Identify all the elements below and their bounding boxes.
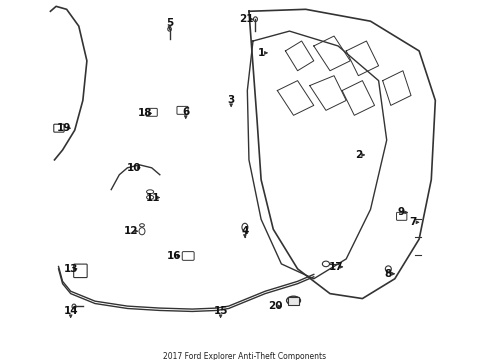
FancyBboxPatch shape [287, 297, 299, 305]
Text: 9: 9 [397, 207, 404, 217]
Text: 21: 21 [239, 14, 253, 24]
Text: 11: 11 [146, 193, 160, 203]
Text: 16: 16 [166, 251, 181, 261]
Text: 2: 2 [354, 150, 361, 160]
Text: 5: 5 [165, 18, 173, 28]
Text: 18: 18 [138, 108, 152, 118]
Text: 14: 14 [63, 306, 78, 316]
Text: 15: 15 [213, 306, 227, 316]
Text: 4: 4 [241, 226, 248, 236]
Text: 8: 8 [384, 269, 391, 279]
Text: 10: 10 [126, 163, 141, 173]
Text: 17: 17 [328, 262, 343, 272]
Text: 1: 1 [257, 48, 264, 58]
Text: 19: 19 [57, 123, 71, 133]
Text: 7: 7 [408, 217, 415, 227]
Text: 3: 3 [227, 95, 234, 105]
Text: 13: 13 [63, 264, 78, 274]
Text: 20: 20 [267, 301, 282, 311]
Text: 2017 Ford Explorer Anti-Theft Components: 2017 Ford Explorer Anti-Theft Components [163, 352, 325, 360]
Text: 12: 12 [124, 226, 139, 236]
Text: 6: 6 [182, 107, 189, 117]
